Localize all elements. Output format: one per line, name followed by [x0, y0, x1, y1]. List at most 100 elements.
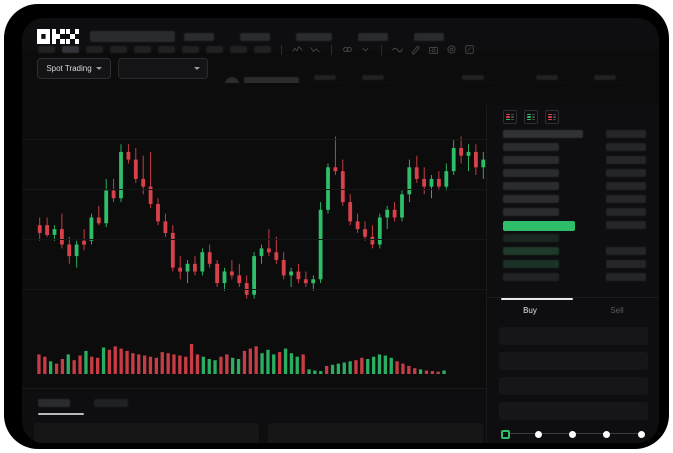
slider-step-75[interactable] — [603, 430, 610, 438]
bottom-panel-right — [268, 423, 483, 443]
camera-icon[interactable] — [428, 44, 439, 55]
orderbook-row[interactable] — [487, 221, 659, 234]
orderbook-row-amount — [606, 260, 646, 268]
orderbook-mode-group — [503, 110, 559, 124]
device-screen: Spot Trading — [22, 18, 659, 443]
nav-item-1[interactable] — [184, 33, 214, 41]
timeframe-7[interactable] — [182, 46, 199, 53]
timeframe-9[interactable] — [230, 46, 247, 53]
orderbook-row-price — [503, 143, 559, 151]
chevron-down-icon — [95, 67, 102, 70]
timeframe-1[interactable] — [38, 46, 55, 53]
orderbook-row-price — [503, 273, 559, 281]
orderbook-row[interactable] — [487, 208, 659, 221]
amount-slider[interactable] — [501, 429, 647, 439]
orderbook-row-amount — [606, 195, 646, 203]
chart-toolbar — [22, 83, 659, 106]
okx-logo-icon[interactable] — [37, 29, 81, 44]
orderbook-row-amount — [606, 247, 646, 255]
candle-series — [37, 136, 486, 299]
timeframe-10[interactable] — [254, 46, 271, 53]
nav-items — [184, 33, 444, 41]
timeframe-6[interactable] — [158, 46, 175, 53]
compare-icon[interactable] — [342, 44, 353, 55]
orderbook-mode-sell-icon[interactable] — [545, 110, 559, 124]
orderbook-row-price — [503, 221, 575, 231]
orderbook-row-amount — [606, 182, 646, 190]
active-tab-underline — [38, 413, 84, 415]
timeframe-row — [38, 44, 475, 55]
search-input[interactable] — [90, 31, 175, 42]
nav-item-3[interactable] — [296, 33, 332, 41]
orderbook-row-amount — [606, 169, 646, 177]
price-field[interactable] — [499, 327, 648, 345]
orderbook-row[interactable] — [487, 234, 659, 247]
orderbook-row[interactable] — [487, 273, 659, 286]
slider-step-25[interactable] — [535, 430, 542, 438]
nav-item-5[interactable] — [414, 33, 444, 41]
device-frame: Spot Trading — [4, 4, 669, 449]
orderbook-row[interactable] — [487, 130, 659, 143]
orderbook-row-price — [503, 156, 559, 164]
timeframe-8[interactable] — [206, 46, 223, 53]
gridline — [22, 289, 659, 290]
bottom-panel-left — [34, 423, 259, 443]
orderbook-mode-both-icon[interactable] — [503, 110, 517, 124]
fee-field[interactable] — [499, 402, 648, 420]
chevron-down-icon — [194, 67, 200, 70]
slider-step-50[interactable] — [569, 430, 576, 438]
orderbook-row[interactable] — [487, 260, 659, 273]
orderbook-row-amount — [606, 273, 646, 281]
trade-form-fields — [499, 327, 648, 427]
spot-trading-button[interactable]: Spot Trading — [37, 58, 111, 79]
slider-step-100[interactable] — [638, 430, 645, 438]
chevron-down-icon[interactable] — [360, 44, 371, 55]
orderbook-row-price — [503, 234, 559, 242]
orderbook-mode-buy-icon[interactable] — [524, 110, 538, 124]
timeframe-2[interactable] — [62, 46, 79, 53]
pair-select[interactable] — [118, 58, 208, 79]
order-book-panel: Buy Sell — [486, 105, 659, 443]
tab-sell[interactable]: Sell — [610, 306, 624, 315]
nav-item-4[interactable] — [358, 33, 388, 41]
timeframe-3[interactable] — [86, 46, 103, 53]
gridline — [22, 189, 659, 190]
slider-step-0[interactable] — [501, 429, 510, 439]
line-chart-icon[interactable] — [292, 44, 303, 55]
orderbook-row-price — [503, 247, 559, 255]
pencil-icon[interactable] — [410, 44, 421, 55]
orderbook-row[interactable] — [487, 195, 659, 208]
tab-buy[interactable]: Buy — [523, 306, 537, 315]
buy-tab-underline — [501, 298, 573, 300]
tab-open-orders[interactable] — [38, 399, 70, 407]
indicator-icon[interactable] — [310, 44, 321, 55]
orderbook-row-price — [503, 130, 583, 138]
toolbar-divider-2 — [331, 44, 332, 55]
settings-gear-icon[interactable] — [446, 44, 457, 55]
timeframe-5[interactable] — [134, 46, 151, 53]
orderbook-row-amount — [606, 208, 646, 216]
orderbook-row-price — [503, 195, 559, 203]
orderbook-row-amount — [606, 143, 646, 151]
orderbook-row[interactable] — [487, 143, 659, 156]
gridline — [22, 239, 659, 240]
orderbook-row-amount — [606, 156, 646, 164]
fullscreen-icon[interactable] — [464, 44, 475, 55]
tab-order-history[interactable] — [94, 399, 128, 407]
orderbook-row[interactable] — [487, 182, 659, 195]
orderbook-rows[interactable] — [487, 130, 659, 286]
amount-field[interactable] — [499, 352, 648, 370]
nav-item-2[interactable] — [240, 33, 270, 41]
orderbook-row-price — [503, 260, 559, 268]
orderbook-row[interactable] — [487, 156, 659, 169]
timeframe-4[interactable] — [110, 46, 127, 53]
toolbar-divider-3 — [381, 44, 382, 55]
volume-series — [37, 344, 446, 374]
wave-icon[interactable] — [392, 44, 403, 55]
toolbar-divider — [281, 44, 282, 55]
orderbook-row[interactable] — [487, 169, 659, 182]
orderbook-row-amount — [606, 130, 646, 138]
orderbook-row[interactable] — [487, 247, 659, 260]
total-field[interactable] — [499, 377, 648, 395]
orderbook-row-amount — [606, 221, 646, 229]
